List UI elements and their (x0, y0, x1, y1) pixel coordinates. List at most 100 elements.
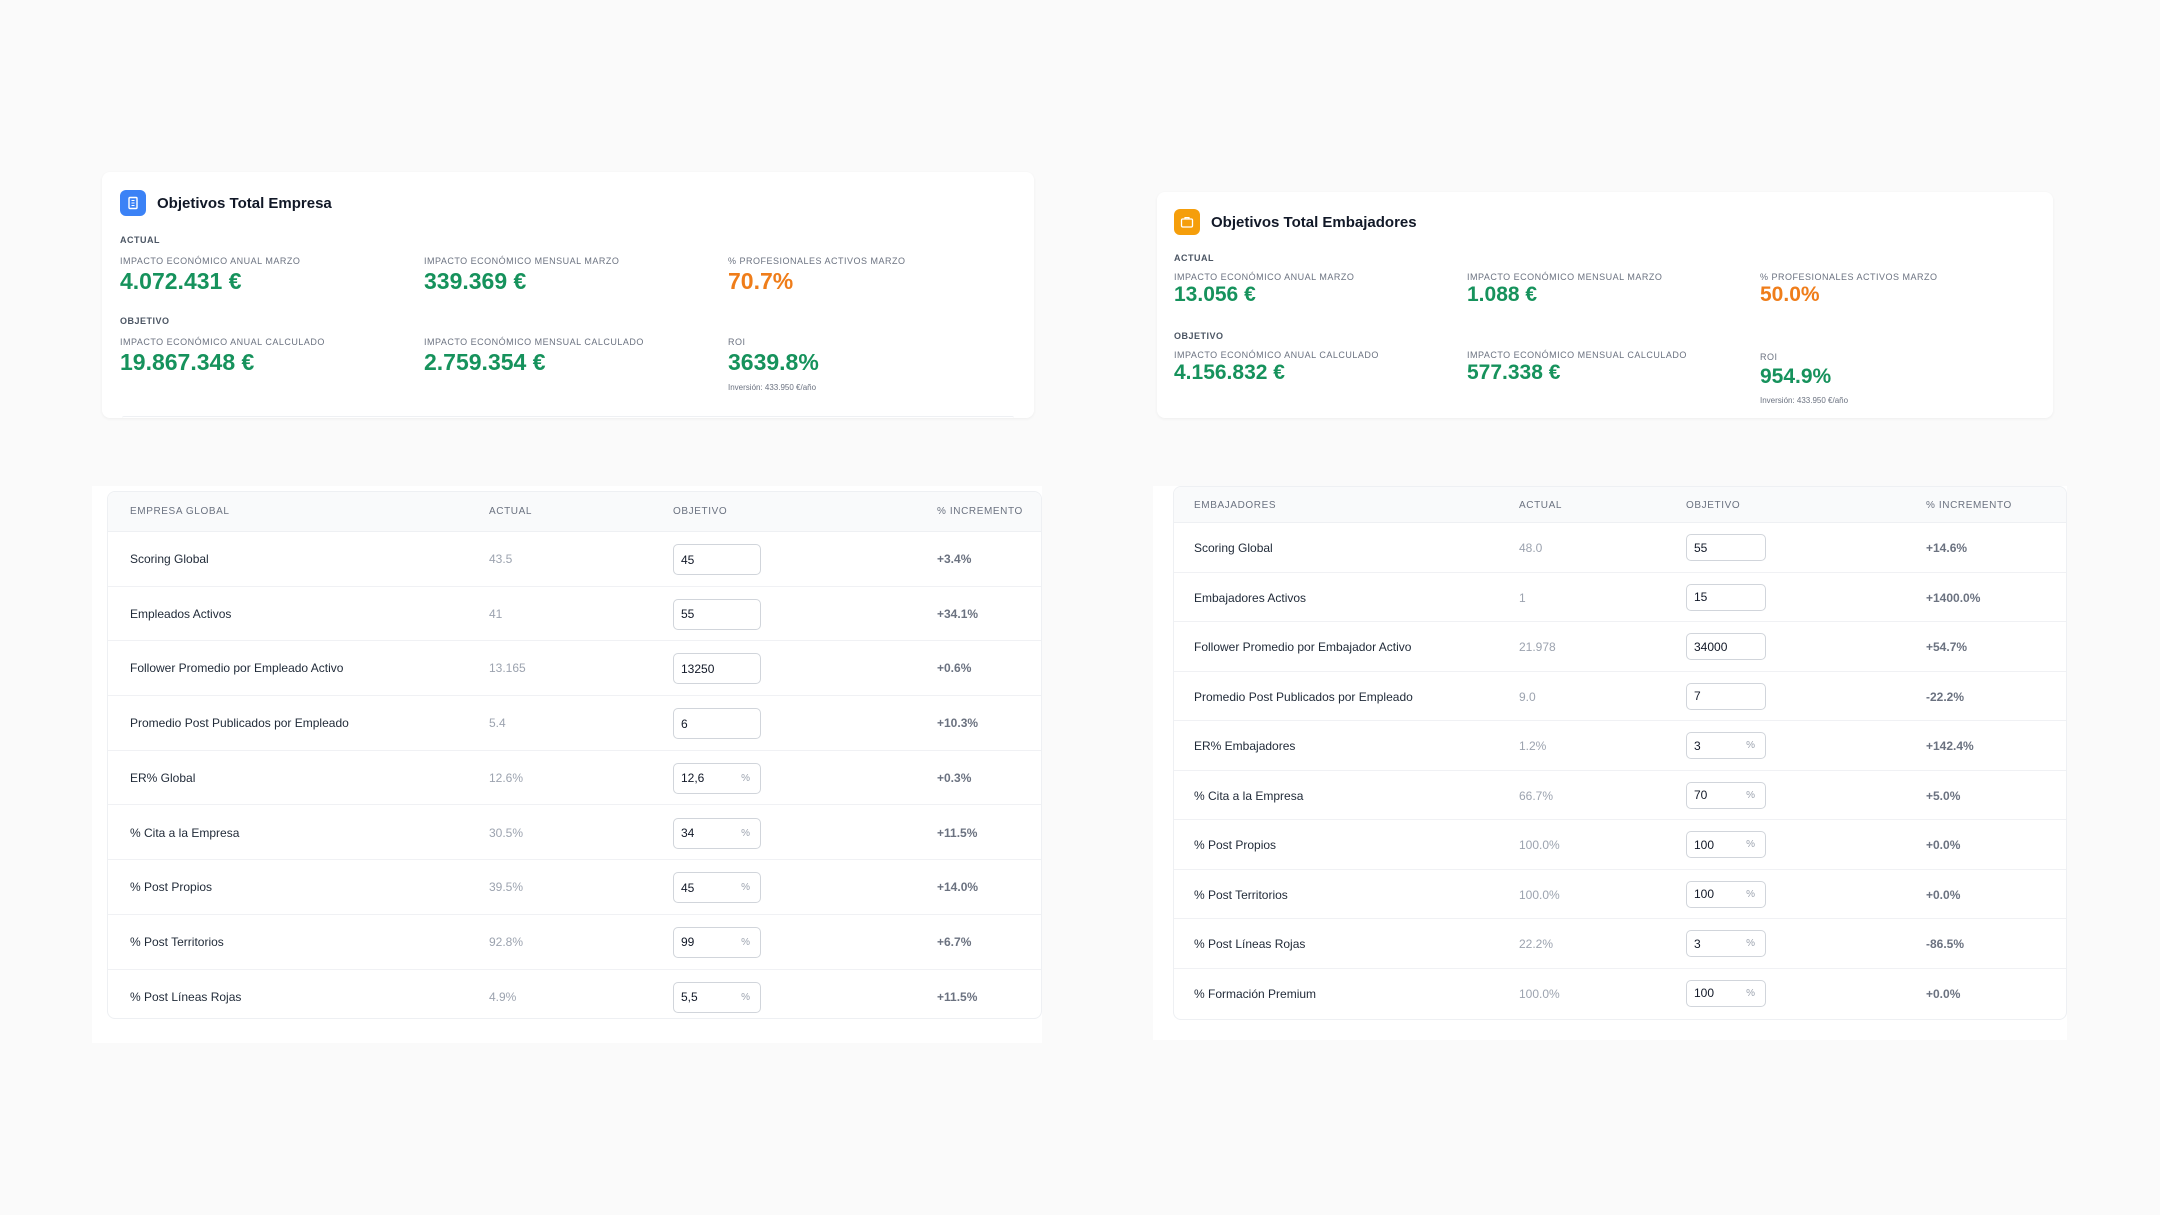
row-metric-name: Scoring Global (1194, 541, 1273, 555)
empresa-header-objetivo: OBJETIVO (673, 506, 728, 517)
empresa-header-name: EMPRESA GLOBAL (130, 506, 230, 517)
row-increment-value: +54.7% (1926, 640, 1968, 654)
row-actual-value: 4.9% (489, 989, 517, 1004)
table-row: Empleados Activos 41 55 +34.1% (108, 587, 1041, 642)
empresa-kpi-label: IMPACTO ECONÓMICO MENSUAL MARZO (424, 256, 620, 266)
empresa-table-panel: EMPRESA GLOBAL ACTUAL OBJETIVO % INCREME… (92, 486, 1042, 1043)
percent-suffix: % (1746, 789, 1755, 801)
row-increment-value: +0.3% (937, 770, 972, 785)
row-actual-value: 39.5% (489, 880, 524, 895)
objetivo-input[interactable]: 12,6% (673, 762, 761, 794)
row-actual-value: 92.8% (489, 934, 524, 949)
percent-suffix: % (1746, 839, 1755, 850)
embajadores-roi-value: 954.9% (1760, 365, 1832, 388)
objetivo-input[interactable]: 100% (1686, 979, 1766, 1007)
objetivo-input[interactable]: 13250 (673, 653, 761, 685)
objetivo-input-value: 99 (681, 935, 695, 950)
row-metric-name: Scoring Global (130, 552, 209, 566)
row-increment-value: +11.5% (937, 825, 978, 840)
objetivo-input[interactable]: 100% (1686, 831, 1766, 858)
row-metric-name: % Post Líneas Rojas (130, 989, 242, 1004)
building-icon (120, 190, 146, 216)
row-metric-name: Follower Promedio por Empleado Activo (130, 661, 344, 676)
row-metric-name: % Post Territorios (130, 934, 224, 949)
embajadores-actual-label: ACTUAL (1174, 253, 1214, 263)
empresa-roi-value: 3639.8% (728, 349, 819, 375)
row-actual-value: 1 (1519, 590, 1526, 605)
objetivo-input[interactable]: 45 (673, 544, 761, 575)
row-increment-value: -22.2% (1926, 689, 1965, 704)
row-metric-name: % Post Propios (130, 880, 213, 895)
empresa-kpi-label: IMPACTO ECONÓMICO ANUAL CALCULADO (120, 337, 325, 347)
objetivo-input-value: 3 (1694, 936, 1701, 951)
percent-suffix: % (1746, 888, 1755, 900)
table-row: % Post Líneas Rojas 4.9% 5,5% +11.5% (108, 970, 1041, 1018)
empresa-table: EMPRESA GLOBAL ACTUAL OBJETIVO % INCREME… (107, 491, 1042, 1019)
objetivo-input-value: 45 (681, 552, 695, 567)
row-increment-value: +34.1% (937, 606, 979, 621)
objetivo-input[interactable]: 3% (1686, 732, 1766, 759)
empresa-kpi-value: 19.867.348 € (120, 349, 255, 375)
empresa-card-header: Objetivos Total Empresa (120, 190, 332, 216)
table-row: % Post Líneas Rojas 22.2% 3% -86.5% (1174, 919, 2066, 969)
empresa-header-actual: ACTUAL (489, 506, 533, 517)
objetivo-input-value: 6 (681, 716, 688, 731)
table-row: % Post Territorios 100.0% 100% +0.0% (1174, 870, 2066, 919)
row-metric-name: ER% Embajadores (1194, 739, 1296, 753)
empresa-table-header: EMPRESA GLOBAL ACTUAL OBJETIVO % INCREME… (108, 492, 1041, 532)
row-actual-value: 30.5% (489, 825, 524, 840)
objetivo-input[interactable]: 6 (673, 708, 761, 740)
row-metric-name: Promedio Post Publicados por Empleado (130, 716, 349, 731)
row-actual-value: 43.5 (489, 552, 513, 566)
row-increment-value: +1400.0% (1926, 590, 1981, 605)
embajadores-objetivo-label: OBJETIVO (1174, 331, 1224, 341)
objetivo-input[interactable]: 34% (673, 817, 761, 849)
table-row: % Post Propios 39.5% 45% +14.0% (108, 860, 1041, 915)
embajadores-roi-investment: Inversión: 433.950 €/año (1760, 396, 1849, 405)
row-increment-value: +11.5% (937, 989, 978, 1004)
objetivo-input-value: 12,6 (681, 771, 705, 786)
embajadores-kpi-value: 50.0% (1760, 283, 1820, 306)
row-metric-name: ER% Global (130, 770, 196, 785)
row-increment-value: +0.0% (1926, 838, 1961, 852)
objetivo-input[interactable]: 5,5% (673, 981, 761, 1013)
percent-suffix: % (1746, 740, 1755, 751)
percent-suffix: % (741, 827, 750, 839)
objetivo-input[interactable]: 34000 (1686, 633, 1766, 660)
empresa-kpi-card: Objetivos Total Empresa ACTUAL IMPACTO E… (102, 172, 1034, 418)
row-increment-value: +14.6% (1926, 541, 1968, 555)
row-actual-value: 41 (489, 606, 503, 621)
objetivo-input-value: 3 (1694, 738, 1701, 753)
row-actual-value: 100.0% (1519, 986, 1560, 1001)
objetivo-input[interactable]: 55 (673, 598, 761, 630)
empresa-card-title: Objetivos Total Empresa (157, 194, 332, 212)
objetivo-input[interactable]: 7 (1686, 682, 1766, 710)
empresa-kpi-label: IMPACTO ECONÓMICO ANUAL MARZO (120, 256, 301, 266)
row-increment-value: -86.5% (1926, 937, 1965, 951)
objetivo-input-value: 45 (681, 880, 695, 895)
objetivo-input-value: 100 (1694, 887, 1715, 901)
embajadores-kpi-value: 1.088 € (1467, 283, 1538, 306)
row-increment-value: +5.0% (1926, 788, 1961, 803)
objetivo-input[interactable]: 3% (1686, 930, 1766, 957)
empresa-kpi-value: 70.7% (728, 268, 794, 294)
row-actual-value: 48.0 (1519, 541, 1543, 555)
row-metric-name: % Cita a la Empresa (1194, 788, 1304, 803)
objetivo-input[interactable]: 70% (1686, 781, 1766, 809)
percent-suffix: % (1746, 987, 1755, 999)
table-row: Promedio Post Publicados por Empleado 9.0… (1174, 672, 2066, 721)
empresa-actual-label: ACTUAL (120, 235, 160, 245)
row-actual-value: 9.0 (1519, 689, 1536, 704)
objetivo-input[interactable]: 99% (673, 926, 761, 958)
table-row: % Cita a la Empresa 66.7% 70% +5.0% (1174, 771, 2066, 820)
objetivo-input-value: 15 (1694, 590, 1708, 604)
objetivo-input[interactable]: 55 (1686, 534, 1766, 561)
objetivo-input[interactable]: 45% (673, 872, 761, 904)
objetivo-input-value: 5,5 (681, 990, 698, 1005)
table-row: Scoring Global 48.0 55 +14.6% (1174, 523, 2066, 573)
objetivo-input[interactable]: 15 (1686, 583, 1766, 611)
row-actual-value: 12.6% (489, 770, 524, 785)
objetivo-input[interactable]: 100% (1686, 880, 1766, 908)
row-actual-value: 100.0% (1519, 887, 1560, 902)
row-metric-name: Promedio Post Publicados por Empleado (1194, 689, 1413, 704)
